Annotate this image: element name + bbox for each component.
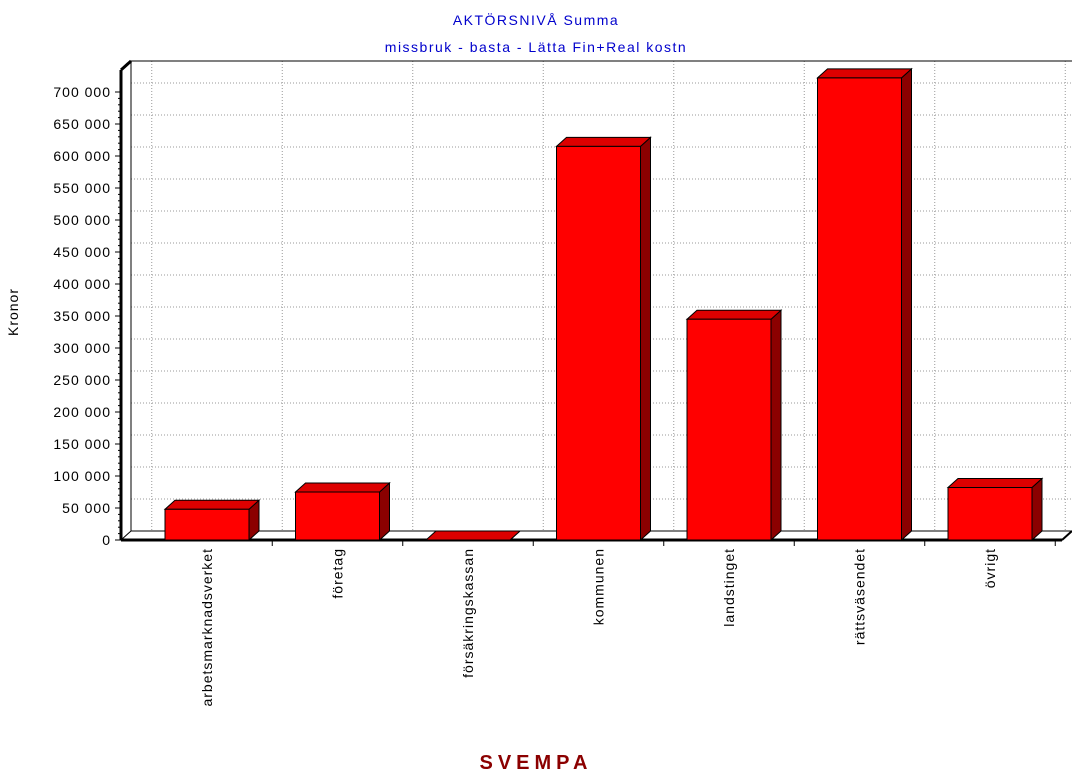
x-axis-label: SVEMPA xyxy=(480,752,593,771)
y-tick-labels: 0 50 000 100 000 150 000 200 000 250 000 300 0… xyxy=(53,84,121,548)
y-tick-label: 300 000 xyxy=(53,340,111,356)
chart-subtitle: missbruk - basta - Lätta Fin+Real kostn xyxy=(385,39,687,55)
bar-front xyxy=(817,77,902,541)
y-tick-label: 0 xyxy=(102,532,111,548)
bar-top xyxy=(163,499,261,510)
bar-side xyxy=(770,309,782,542)
x-tick-label: rättsväsendet xyxy=(852,548,868,645)
bar xyxy=(816,67,913,542)
y-tick-label: 450 000 xyxy=(53,244,111,260)
bar-side xyxy=(379,481,390,542)
bar-top xyxy=(816,68,913,79)
y-tick-label: 500 000 xyxy=(53,212,111,228)
bar-front xyxy=(295,491,380,541)
y-axis-label: Kronor xyxy=(5,288,21,336)
bar xyxy=(163,499,261,542)
bar-top xyxy=(424,530,522,541)
bar-side xyxy=(901,67,912,542)
bar xyxy=(946,477,1044,542)
bar-side xyxy=(1031,477,1043,542)
bar-front xyxy=(164,508,250,541)
bars xyxy=(163,67,1044,542)
bar xyxy=(685,309,783,542)
bar xyxy=(294,481,391,542)
y-tick-label: 350 000 xyxy=(53,308,111,324)
x-tick-labels: arbetsmarknadsverket företag försäkringska… xyxy=(199,540,1056,707)
y-tick-label: 700 000 xyxy=(53,84,111,100)
y-tick-label: 400 000 xyxy=(53,276,111,292)
x-tick-label: försäkringskassan xyxy=(460,548,476,678)
y-tick-label: 100 000 xyxy=(53,468,111,484)
y-tick-label: 150 000 xyxy=(53,436,111,452)
bar-front xyxy=(686,318,772,541)
bar-top xyxy=(685,309,783,320)
x-axis-end-edge xyxy=(1061,530,1072,541)
x-tick-label: övrigt xyxy=(982,548,998,588)
bar xyxy=(424,530,522,541)
y-tick-label: 600 000 xyxy=(53,148,111,164)
bar-top xyxy=(294,482,391,493)
bar-side xyxy=(640,136,651,542)
bar-front xyxy=(947,487,1033,541)
y-tick-label: 650 000 xyxy=(53,116,111,132)
x-tick-label: arbetsmarknadsverket xyxy=(199,548,215,707)
chart-title: AKTÖRSNIVÅ Summa xyxy=(453,11,619,28)
x-tick-label: kommunen xyxy=(591,548,607,625)
x-tick-label: företag xyxy=(330,548,346,599)
y-tick-label: 550 000 xyxy=(53,180,111,196)
y-tick-label: 250 000 xyxy=(53,372,111,388)
y-tick-label: 50 000 xyxy=(62,500,111,516)
bar-front xyxy=(556,145,641,541)
bar-top xyxy=(555,136,652,147)
y-tick-label: 200 000 xyxy=(53,404,111,420)
grid-lines xyxy=(131,61,1072,532)
x-tick-label: landstinget xyxy=(721,548,737,627)
bar xyxy=(555,136,652,542)
bar-top xyxy=(946,478,1044,489)
y-axis-top-edge xyxy=(119,59,133,72)
